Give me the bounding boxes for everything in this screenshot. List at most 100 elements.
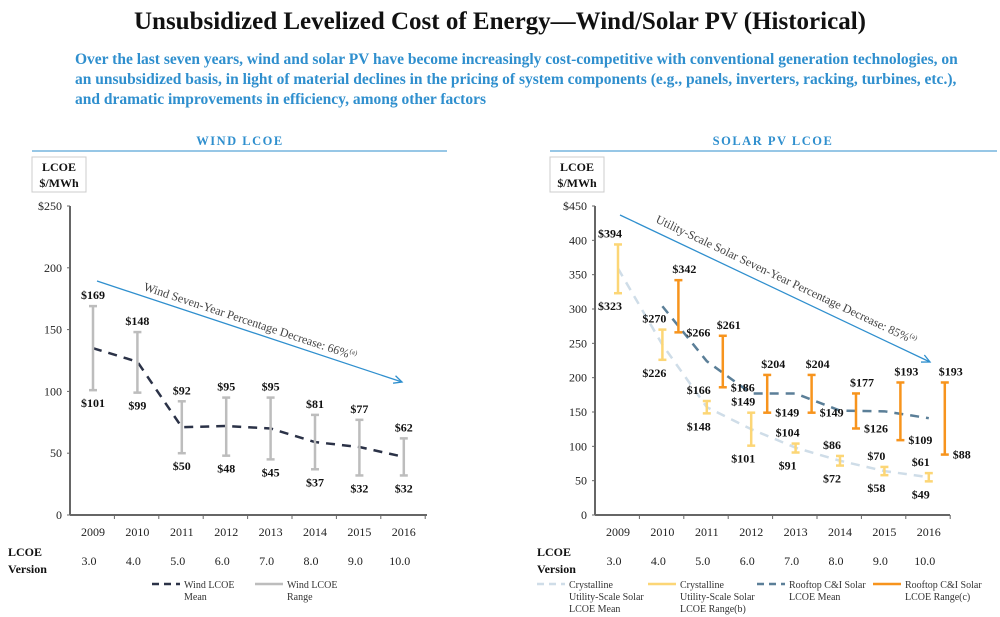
y-tick-label: $450 xyxy=(563,199,587,213)
x-tick-label: 2012 xyxy=(739,525,763,539)
x-tick-label: 2010 xyxy=(125,525,149,539)
high-value-label: $342 xyxy=(672,262,696,276)
version-label: 3.0 xyxy=(82,554,97,568)
high-value-label: $61 xyxy=(912,455,930,469)
chart-header: SOLAR PV LCOE xyxy=(713,134,834,148)
low-value-label: $72 xyxy=(823,472,841,486)
solar-chart: SOLAR PV LCOE LCOE $/MWh 0 50 100 150 200 250 300… xyxy=(537,134,997,615)
low-value-label: $186 xyxy=(731,380,755,394)
version-label: 5.0 xyxy=(170,554,185,568)
low-value-label: $37 xyxy=(306,475,324,489)
legend-label: Crystalline xyxy=(569,580,613,591)
y-tick-label: $250 xyxy=(38,199,62,213)
legend-label: Crystalline xyxy=(680,580,724,591)
page-title: Unsubsidized Levelized Cost of Energy—Wi… xyxy=(134,8,866,35)
high-value-label: $77 xyxy=(350,402,368,416)
legend-label: LCOE Mean xyxy=(789,592,840,603)
high-value-label: $193 xyxy=(939,364,963,378)
legend-label: LCOE Range(c) xyxy=(905,592,970,603)
legend-label: LCOE Range(b) xyxy=(680,604,746,615)
y-tick-label: 0 xyxy=(581,508,587,522)
high-value-label: $95 xyxy=(262,380,280,394)
legend-label: Wind LCOE xyxy=(287,580,337,591)
version-label: 6.0 xyxy=(215,554,230,568)
version-label: 10.0 xyxy=(914,554,935,568)
high-value-label: $70 xyxy=(867,449,885,463)
low-value-label: $99 xyxy=(128,399,146,413)
low-value-label: $48 xyxy=(217,462,235,476)
low-value-label: $148 xyxy=(687,419,711,433)
y-tick-label: 300 xyxy=(569,302,587,316)
high-value-label: $261 xyxy=(717,318,741,332)
low-value-label: $32 xyxy=(350,481,368,495)
legend-label: Rooftop C&I Solar xyxy=(905,580,982,591)
trend-arrow xyxy=(96,280,403,383)
x-tick-label: 2014 xyxy=(828,525,852,539)
x-tick-label: 2010 xyxy=(650,525,674,539)
low-value-label: $88 xyxy=(953,448,971,462)
y-tick-label: 200 xyxy=(44,261,62,275)
x-tick-label: 2016 xyxy=(392,525,416,539)
unit-box xyxy=(31,156,87,193)
version-label: 8.0 xyxy=(304,554,319,568)
y-tick-label: 200 xyxy=(569,371,587,385)
y-tick-label: 0 xyxy=(56,508,62,522)
legend-label: Utility-Scale Solar xyxy=(569,592,644,603)
trend-arrowhead xyxy=(392,375,404,384)
unit-label: LCOE xyxy=(560,160,594,174)
low-value-label: $226 xyxy=(642,366,666,380)
low-value-label: $149 xyxy=(775,406,799,420)
low-value-label: $101 xyxy=(81,396,105,410)
unit-box xyxy=(549,156,605,193)
high-value-label: $62 xyxy=(395,420,413,434)
high-value-label: $95 xyxy=(217,380,235,394)
high-value-label: $270 xyxy=(642,312,666,326)
unit-label: $/MWh xyxy=(39,176,79,190)
y-tick-label: 150 xyxy=(569,405,587,419)
x-tick-label: 2009 xyxy=(81,525,105,539)
low-value-label: $109 xyxy=(908,433,932,447)
low-value-label: $149 xyxy=(820,406,844,420)
version-label: 3.0 xyxy=(607,554,622,568)
version-label: 9.0 xyxy=(873,554,888,568)
y-tick-label: 150 xyxy=(44,323,62,337)
version-label: 10.0 xyxy=(389,554,410,568)
version-heading: Version xyxy=(8,562,47,576)
low-value-label: $32 xyxy=(395,481,413,495)
high-value-label: $81 xyxy=(306,397,324,411)
y-tick-label: 100 xyxy=(569,439,587,453)
version-label: 6.0 xyxy=(740,554,755,568)
high-value-label: $193 xyxy=(894,364,918,378)
x-tick-label: 2015 xyxy=(872,525,896,539)
version-label: 8.0 xyxy=(829,554,844,568)
high-value-label: $86 xyxy=(823,438,841,452)
mean-line xyxy=(92,346,405,459)
page-subtitle: Over the last seven years, wind and sola… xyxy=(75,51,958,108)
high-value-label: $394 xyxy=(598,226,622,240)
high-value-label: $204 xyxy=(806,357,830,371)
low-value-label: $266 xyxy=(686,325,710,339)
wind-chart: WIND LCOE LCOE $/MWh 0 50 100 150 200 $250 2009 3.… xyxy=(8,134,447,603)
high-value-label: $92 xyxy=(173,383,191,397)
low-value-label: $49 xyxy=(912,487,930,501)
x-tick-label: 2015 xyxy=(347,525,371,539)
low-value-label: $50 xyxy=(173,459,191,473)
unit-label: LCOE xyxy=(42,160,76,174)
high-value-label: $204 xyxy=(761,357,785,371)
y-tick-label: 50 xyxy=(575,474,587,488)
low-value-label: $58 xyxy=(867,481,885,495)
low-value-label: $45 xyxy=(262,465,280,479)
version-label: 9.0 xyxy=(348,554,363,568)
x-tick-label: 2011 xyxy=(695,525,719,539)
trend-arrowhead xyxy=(920,354,932,363)
high-value-label: $177 xyxy=(850,375,874,389)
y-tick-label: 50 xyxy=(50,446,62,460)
version-heading: Version xyxy=(537,562,576,576)
